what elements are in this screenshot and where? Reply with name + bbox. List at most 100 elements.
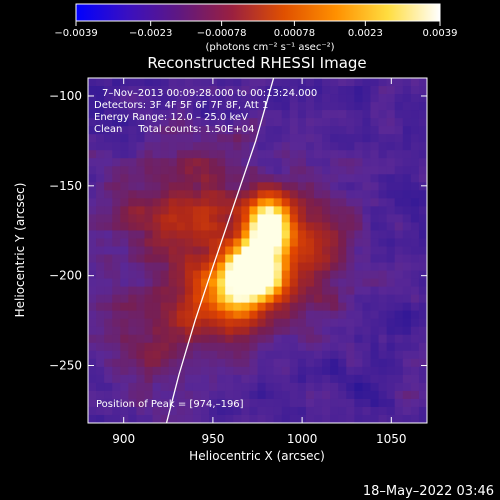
heatmap-cell — [136, 134, 146, 143]
heatmap-cell — [378, 126, 388, 135]
heatmap-cell — [330, 158, 339, 167]
heatmap-cell — [104, 398, 113, 408]
heatmap-cell — [144, 302, 154, 312]
heatmap-cell — [281, 198, 291, 207]
heatmap-cell — [241, 214, 251, 224]
heatmap-cell — [402, 350, 412, 360]
heatmap-cell — [402, 174, 412, 183]
heatmap-cell — [265, 374, 275, 384]
heatmap-cell — [88, 230, 97, 240]
heatmap-cell — [322, 406, 331, 416]
heatmap-cell — [225, 222, 234, 232]
heatmap-cell — [217, 414, 226, 423]
heatmap-cell — [96, 278, 105, 288]
heatmap-cell — [289, 374, 299, 384]
heatmap-cell — [241, 334, 251, 344]
heatmap-cell — [265, 390, 275, 400]
heatmap-cell — [418, 366, 427, 376]
heatmap-cell — [249, 86, 259, 95]
heatmap-cell — [330, 270, 339, 280]
heatmap-cell — [257, 78, 267, 87]
heatmap-cell — [378, 294, 388, 304]
heatmap-cell — [184, 190, 194, 199]
heatmap-cell — [192, 94, 202, 103]
heatmap-cell — [281, 310, 291, 320]
heatmap-cell — [160, 286, 170, 296]
heatmap-cell — [241, 382, 251, 392]
heatmap-cell — [330, 326, 339, 336]
heatmap-cell — [128, 166, 138, 175]
heatmap-cell — [289, 294, 299, 304]
heatmap-cell — [346, 150, 355, 159]
heatmap-cell — [410, 278, 420, 288]
heatmap-cell — [394, 334, 404, 344]
heatmap-cell — [330, 206, 339, 215]
heatmap-cell — [346, 134, 355, 143]
heatmap-cell — [249, 342, 259, 352]
heatmap-cell — [192, 270, 202, 280]
heatmap-cell — [378, 406, 388, 416]
heatmap-cell — [281, 286, 291, 296]
heatmap-cell — [402, 78, 412, 87]
heatmap-cell — [88, 262, 97, 272]
heatmap-cell — [410, 302, 420, 312]
heatmap-cell — [402, 358, 412, 368]
heatmap-cell — [322, 190, 331, 199]
heatmap-cell — [322, 342, 331, 352]
heatmap-cell — [322, 334, 331, 344]
heatmap-cell — [410, 142, 420, 151]
heatmap-cell — [201, 86, 210, 95]
heatmap-cell — [160, 326, 170, 336]
heatmap-cell — [249, 310, 259, 320]
heatmap-cell — [88, 286, 97, 296]
heatmap-cell — [160, 158, 170, 167]
heatmap-cell — [225, 110, 234, 119]
heatmap-cell — [410, 110, 420, 119]
heatmap-cell — [209, 382, 218, 392]
heatmap-cell — [354, 86, 364, 95]
heatmap-cell — [289, 310, 299, 320]
heatmap-cell — [410, 78, 420, 87]
heatmap-cell — [160, 342, 170, 352]
heatmap-cell — [289, 246, 299, 256]
heatmap-cell — [354, 374, 364, 384]
heatmap-cell — [96, 230, 105, 240]
heatmap-cell — [273, 78, 283, 87]
heatmap-cell — [144, 126, 154, 135]
heatmap-cell — [257, 342, 267, 352]
heatmap-cell — [184, 382, 194, 392]
heatmap-cell — [128, 230, 138, 240]
heatmap-cell — [192, 214, 202, 224]
heatmap-cell — [233, 78, 242, 87]
heatmap-cell — [402, 190, 412, 199]
heatmap-cell — [184, 246, 194, 256]
heatmap-cell — [209, 230, 218, 240]
heatmap-cell — [168, 150, 178, 159]
heatmap-cell — [394, 206, 404, 215]
heatmap-cell — [209, 254, 218, 264]
heatmap-cell — [273, 262, 283, 272]
heatmap-cell — [160, 126, 170, 135]
heatmap-cell — [297, 294, 307, 304]
heatmap-cell — [184, 142, 194, 151]
heatmap-cell — [386, 230, 396, 240]
colorbar-tick-label: −0.00078 — [197, 28, 247, 39]
heatmap-cell — [322, 110, 331, 119]
heatmap-cell — [346, 78, 355, 87]
heatmap-cell — [128, 94, 138, 103]
heatmap-cell — [297, 270, 307, 280]
heatmap-cell — [104, 134, 113, 143]
heatmap-cell — [297, 222, 307, 232]
heatmap-cell — [112, 294, 121, 304]
heatmap-cell — [176, 390, 186, 400]
heatmap-cell — [176, 310, 186, 320]
heatmap-cell — [418, 222, 427, 232]
heatmap-cell — [346, 230, 355, 240]
heatmap-cell — [281, 390, 291, 400]
heatmap-cell — [330, 86, 339, 95]
heatmap-cell — [322, 270, 331, 280]
heatmap-cell — [112, 214, 121, 224]
heatmap-cell — [378, 342, 388, 352]
heatmap-cell — [233, 382, 242, 392]
heatmap-cell — [386, 374, 396, 384]
